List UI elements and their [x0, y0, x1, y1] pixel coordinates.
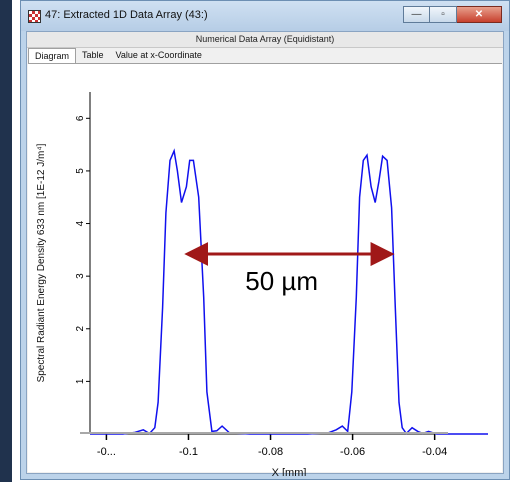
- maximize-button[interactable]: ▫: [430, 6, 457, 23]
- y-tick-label: 1: [75, 378, 86, 384]
- x-tick-label: -0...: [97, 446, 116, 458]
- line-chart: 1 2 3 4 5 6 -0... -0.1 -0.08 -0.06 -0.04 50 µm X …: [36, 92, 488, 479]
- x-tick-label: -0.04: [422, 446, 447, 458]
- tab-table[interactable]: Table: [82, 50, 104, 60]
- distance-annotation: 50 µm: [245, 266, 318, 296]
- y-tick-label: 3: [75, 273, 86, 279]
- window-client-area: Numerical Data Array (Equidistant) Diagr…: [26, 31, 504, 479]
- window-title: 47: Extracted 1D Data Array (43:): [45, 9, 208, 21]
- data-array-window: 47: Extracted 1D Data Array (43:) — ▫ ✕ …: [20, 0, 510, 480]
- title-bar[interactable]: 47: Extracted 1D Data Array (43:) — ▫ ✕: [21, 1, 509, 31]
- y-tick-label: 4: [75, 220, 86, 226]
- y-tick-label: 6: [75, 115, 86, 121]
- app-icon: [28, 10, 41, 23]
- y-axis-label: Spectral Radiant Energy Density 633 nm […: [36, 143, 47, 382]
- horizontal-scrollbar[interactable]: [80, 432, 448, 434]
- document-subtitle: Numerical Data Array (Equidistant): [27, 32, 503, 48]
- tab-diagram[interactable]: Diagram: [28, 48, 77, 65]
- view-tabs: Diagram Table Value at x-Coordinate: [28, 48, 208, 65]
- series-line: [90, 148, 488, 435]
- tab-value-at-x[interactable]: Value at x-Coordinate: [115, 50, 202, 60]
- close-button[interactable]: ✕: [457, 6, 502, 23]
- minimize-button[interactable]: —: [403, 6, 430, 23]
- x-tick-label: -0.06: [340, 446, 365, 458]
- y-tick-label: 5: [75, 168, 86, 174]
- x-tick-label: -0.08: [258, 446, 283, 458]
- x-tick-label: -0.1: [179, 446, 198, 458]
- y-tick-label: 2: [75, 326, 86, 332]
- x-axis-label: X [mm]: [272, 467, 307, 476]
- background-edge: [0, 0, 12, 482]
- diagram-panel[interactable]: 1 2 3 4 5 6 -0... -0.1 -0.08 -0.06 -0.04 50 µm X …: [28, 63, 502, 479]
- window-controls: — ▫ ✕: [403, 6, 502, 23]
